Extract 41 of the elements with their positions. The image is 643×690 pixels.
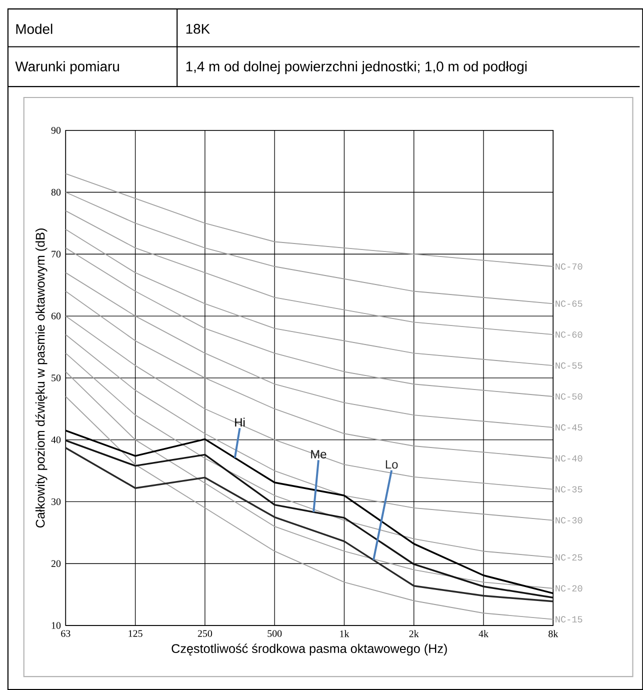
series-label: NC-65 [556,300,582,307]
text: 1,4 m od dolnej powierzchni jednostki; 1,0 m od podłogi [186,61,526,74]
y-tick-label: 80 [51,188,60,196]
y-tick-label: 70 [52,250,60,258]
y-tick-label: 40 [51,436,60,444]
series-label: NC-45 [556,424,582,431]
y-tick-label: 30 [51,498,60,506]
text: Me [311,450,326,458]
line-series [65,352,554,558]
line-series [65,371,554,589]
y-tick-label: 10 [52,622,60,629]
series-label: NC-20 [556,585,582,592]
text: Warunki pomiaru [15,61,119,74]
series-label: NC-15 [556,616,582,622]
series-label: NC-40 [556,455,582,462]
x-tick-label: 1k [340,630,350,638]
series-label: NC-60 [556,331,582,338]
text: Lo [386,460,398,469]
series-label: NC-30 [556,517,582,524]
x-tick-label: 125 [128,630,142,637]
series-label: NC-50 [556,393,582,400]
x-tick-label: 63 [61,630,70,637]
y-tick-label: 90 [51,126,60,134]
series-label: NC-55 [556,362,582,369]
x-axis-title: Częstotliwość środkowa pasma oktawowego (Hz) [172,644,447,656]
x-tick-label: 4k [478,630,488,638]
x-tick-label: 8k [548,630,558,638]
text: Hi [235,418,244,426]
line-series [65,396,554,620]
y-axis-title: Całkowity poziom dźwięku w pasmie oktawowym (dB) [35,228,48,528]
series-label: NC-35 [556,486,582,492]
text: 18K [186,24,210,34]
y-tick-label: 50 [52,374,60,382]
x-tick-label: 500 [268,630,282,637]
x-tick-label: 250 [198,630,212,637]
y-tick-label: 60 [51,312,60,320]
text: Model [16,24,52,34]
x-tick-label: 2k [409,630,419,638]
series-label: NC-25 [556,554,582,561]
series-label: NC-70 [556,263,582,270]
y-tick-label: 20 [51,560,60,567]
